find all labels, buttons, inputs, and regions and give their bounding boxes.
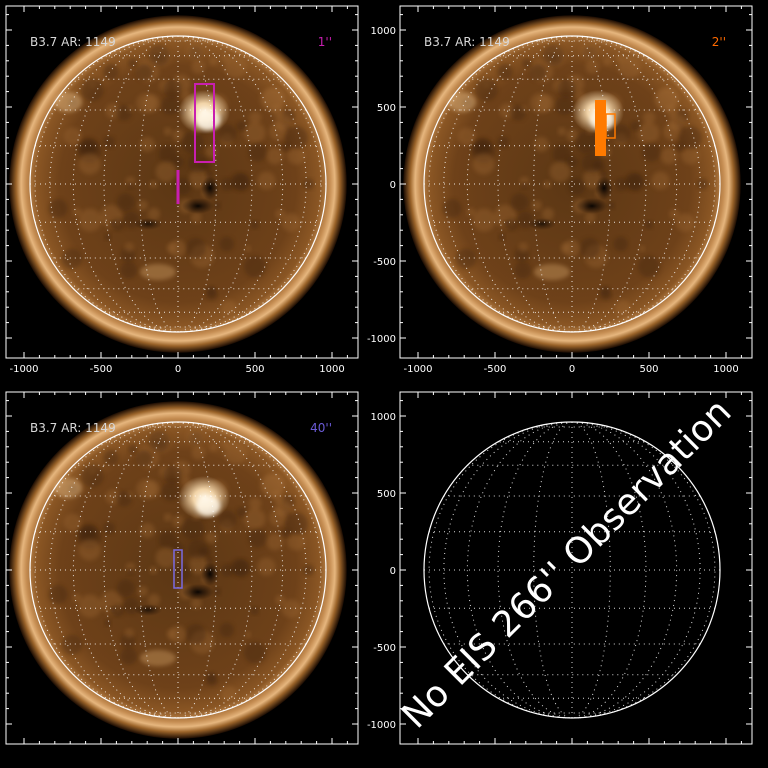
- y-tick-label: 0: [390, 180, 396, 191]
- eis-raster-box: [194, 83, 215, 163]
- y-tick-label: -1000: [367, 334, 396, 345]
- x-tick-label: -500: [484, 364, 507, 375]
- y-tick-label: 1000: [371, 412, 396, 423]
- flare-ar-label: B3.7 AR: 1149: [424, 35, 510, 49]
- solar-limb: [29, 35, 327, 333]
- plot-frame: [399, 5, 753, 359]
- panel-bottom-left: B3.7 AR: 1149 40'': [5, 391, 359, 745]
- heliographic-grid: [30, 35, 326, 333]
- x-tick-label: 0: [569, 364, 575, 375]
- y-tick-label: 1000: [371, 26, 396, 37]
- eis-raster-box: [173, 549, 183, 589]
- plot-frame: [399, 391, 753, 745]
- x-tick-label: -1000: [403, 364, 432, 375]
- x-tick-label: 1000: [713, 364, 738, 375]
- x-tick-label: 1000: [319, 364, 344, 375]
- x-tick-label: 500: [639, 364, 658, 375]
- resolution-label: 2'': [712, 35, 726, 49]
- solar-limb: [423, 421, 721, 719]
- panel-top-left: -1000 -500 0 500 1000 B3.7 AR: 1149 1'': [5, 5, 359, 375]
- sun-image: [403, 15, 741, 353]
- y-tick-label: 500: [377, 489, 396, 500]
- panel-top-right: -1000 -500 0 500 1000 -1000 -500 0 500 1000 B3.7 A…: [367, 5, 753, 375]
- y-tick-label: -500: [373, 643, 396, 654]
- x-tick-label: 0: [175, 364, 181, 375]
- solar-limb: [29, 421, 327, 719]
- plot-frame: [5, 391, 359, 745]
- x-tick-label: -1000: [9, 364, 38, 375]
- flare-ar-label: B3.7 AR: 1149: [30, 35, 116, 49]
- flare-ar-label: B3.7 AR: 1149: [30, 421, 116, 435]
- plot-frame: [5, 5, 359, 359]
- x-tick-label: -500: [90, 364, 113, 375]
- y-tick-label: -1000: [367, 720, 396, 731]
- solar-limb: [423, 35, 721, 333]
- eis-raster-box: [595, 100, 606, 156]
- heliographic-grid: [424, 421, 720, 719]
- y-tick-label: -500: [373, 257, 396, 268]
- y-tick-label: 500: [377, 103, 396, 114]
- no-observation-message: No EIS 266'' Observation: [394, 391, 739, 736]
- heliographic-grid: [424, 35, 720, 333]
- heliographic-grid: [30, 421, 326, 719]
- eis-raster-outline: [605, 113, 616, 139]
- x-tick-label: 500: [245, 364, 264, 375]
- y-tick-label: 0: [390, 566, 396, 577]
- resolution-label: 40'': [310, 421, 332, 435]
- sun-image: [9, 401, 347, 739]
- resolution-label: 1'': [318, 35, 332, 49]
